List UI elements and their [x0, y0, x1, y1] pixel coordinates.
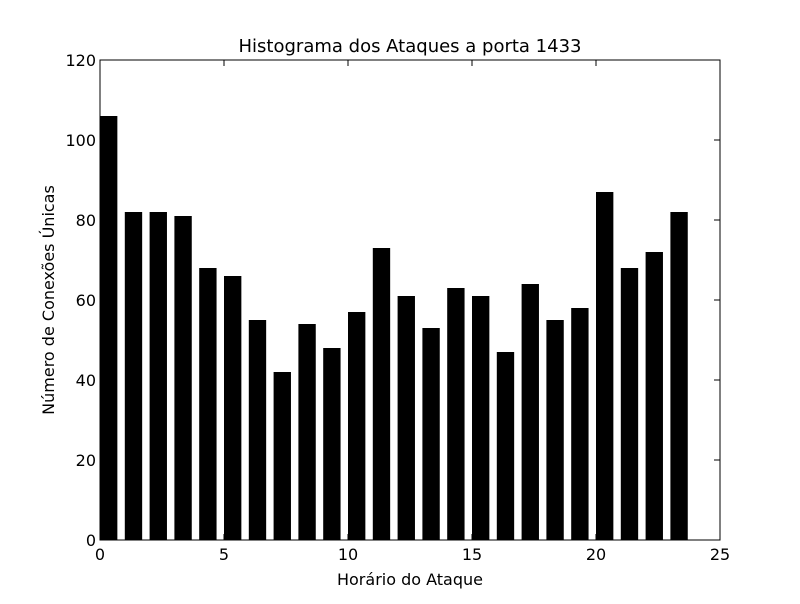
- x-tick-label-15: 15: [462, 545, 482, 564]
- y-tick-label-0: 0: [86, 531, 96, 550]
- bar-17: [521, 284, 539, 540]
- y-axis-label: Número de Conexões Únicas: [39, 185, 58, 415]
- bar-15: [472, 296, 490, 540]
- y-tick-label-40: 40: [76, 371, 96, 390]
- x-tick-label-0: 0: [95, 545, 105, 564]
- bar-18: [546, 320, 564, 540]
- x-tick-label-20: 20: [586, 545, 606, 564]
- x-tick-label-10: 10: [338, 545, 358, 564]
- bar-13: [422, 328, 440, 540]
- bar-5: [224, 276, 242, 540]
- bar-14: [447, 288, 465, 540]
- axis-ticks: 0 5 10 15 20 25 0 20 40 60 80 100 120: [65, 51, 730, 564]
- bar-8: [298, 324, 316, 540]
- bar-16: [496, 352, 515, 540]
- y-tick-label-120: 120: [65, 51, 96, 70]
- bar-19: [571, 308, 589, 540]
- bar-6: [248, 320, 267, 540]
- x-tick-label-5: 5: [219, 545, 229, 564]
- bar-4: [199, 268, 217, 540]
- x-tick-label-25: 25: [710, 545, 730, 564]
- bar-9: [323, 348, 341, 540]
- bar-20: [596, 192, 614, 540]
- y-tick-label-20: 20: [76, 451, 96, 470]
- bar-11: [372, 248, 391, 540]
- bar-series: [100, 116, 688, 540]
- bar-7: [273, 372, 291, 540]
- bar-1: [124, 212, 143, 540]
- y-tick-label-60: 60: [76, 291, 96, 310]
- chart-title: Histograma dos Ataques a porta 1433: [239, 36, 582, 57]
- y-tick-label-100: 100: [65, 131, 96, 150]
- y-tick-label-80: 80: [76, 211, 96, 230]
- bar-12: [397, 296, 415, 540]
- bar-3: [174, 216, 192, 540]
- bar-23: [670, 212, 688, 540]
- bar-0: [100, 116, 118, 540]
- x-axis-label: Horário do Ataque: [337, 570, 483, 589]
- bar-21: [620, 268, 639, 540]
- plot-frame: [99, 59, 721, 541]
- bar-2: [149, 212, 167, 540]
- bar-10: [348, 312, 366, 540]
- bar-22: [645, 252, 663, 540]
